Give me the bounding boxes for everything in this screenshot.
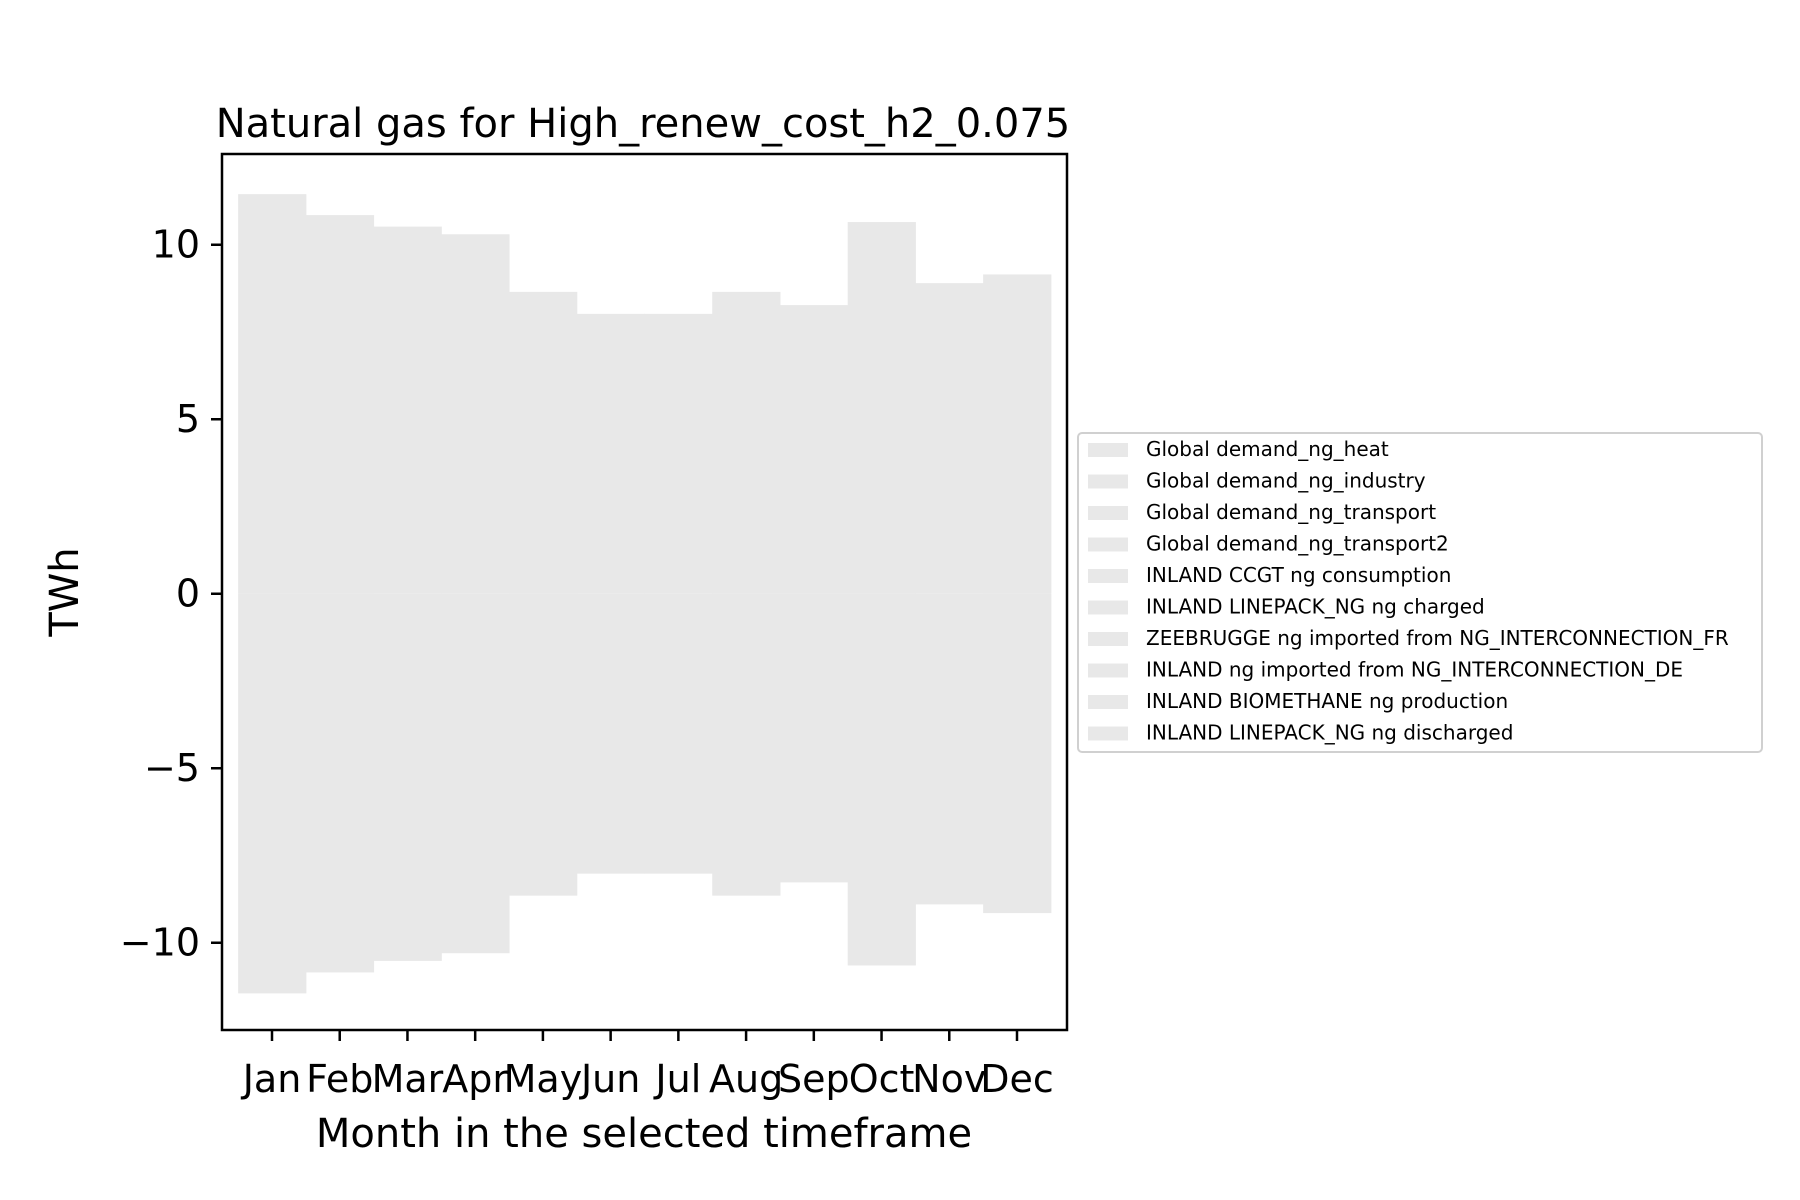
bar-positive-feb	[305, 215, 375, 594]
legend-swatch	[1088, 506, 1128, 520]
bar-negative-jun	[576, 593, 645, 874]
legend-label: Global demand_ng_transport	[1146, 500, 1436, 524]
y-tick-label: 10	[152, 223, 200, 267]
plot-frame	[220, 152, 1069, 1032]
legend-label: INLAND LINEPACK_NG ng charged	[1146, 595, 1485, 619]
bar-negative-jul	[644, 593, 713, 874]
x-tick-label-feb: Feb	[306, 1057, 373, 1101]
legend-label: INLAND LINEPACK_NG ng discharged	[1146, 721, 1513, 745]
legend-swatch	[1088, 632, 1128, 646]
bar-negative-feb	[305, 593, 375, 973]
y-axis-title: TWh	[42, 547, 88, 637]
bar-negative-may	[509, 593, 578, 896]
x-tick-label-jan: Jan	[241, 1057, 302, 1101]
x-tick-label-mar: Mar	[372, 1057, 444, 1101]
bar-positive-jul	[644, 313, 713, 594]
bar-negative-nov	[915, 593, 984, 905]
legend-swatch	[1088, 600, 1128, 615]
legend-frame	[1077, 432, 1763, 753]
legend-label: Global demand_ng_transport2	[1146, 532, 1449, 556]
x-tick-label-jul: Jul	[653, 1057, 701, 1101]
bar-negative-mar	[373, 593, 442, 961]
legend-swatch	[1088, 663, 1128, 678]
y-tick-label: −5	[144, 746, 200, 790]
chart-title: Natural gas for High_renew_cost_h2_0.075	[216, 101, 1071, 147]
bar-positive-jun	[576, 313, 645, 594]
legend-swatch	[1088, 443, 1128, 457]
legend-swatch	[1088, 537, 1128, 552]
x-axis-title: Month in the selected timeframe	[316, 1111, 972, 1157]
x-tick-label-jun: Jun	[579, 1057, 640, 1101]
legend-swatch	[1088, 569, 1128, 583]
bar-positive-aug	[712, 291, 781, 594]
bar-negative-dec	[983, 593, 1052, 914]
bar-negative-oct	[847, 593, 916, 966]
y-axis: 10 5 0 −5 −10	[120, 223, 222, 965]
legend-label: ZEEBRUGGE ng imported from NG_INTERCONNE…	[1146, 626, 1729, 650]
legend-label: Global demand_ng_heat	[1146, 437, 1389, 461]
y-tick-label: 5	[176, 397, 200, 441]
y-tick-label: −10	[120, 921, 200, 965]
bar-positive-may	[509, 291, 578, 594]
y-tick-label: 0	[176, 572, 200, 616]
legend-swatch	[1088, 726, 1128, 741]
x-tick-label-oct: Oct	[849, 1057, 915, 1101]
bar-positive-sep	[779, 305, 849, 594]
bar-positive-mar	[373, 226, 442, 594]
legend-label: INLAND ng imported from NG_INTERCONNECTI…	[1146, 658, 1683, 682]
legend-label: INLAND BIOMETHANE ng production	[1146, 689, 1508, 713]
x-tick-label-aug: Aug	[709, 1057, 783, 1101]
legend-label: INLAND CCGT ng consumption	[1146, 563, 1451, 587]
bar-positive-nov	[915, 283, 984, 594]
x-tick-label-may: May	[504, 1057, 583, 1101]
x-tick-label-dec: Dec	[980, 1057, 1054, 1101]
legend-swatch	[1088, 474, 1128, 489]
legend: Global demand_ng_heat Global demand_ng_in…	[1077, 432, 1763, 753]
bar-positive-apr	[441, 234, 510, 594]
x-tick-label-nov: Nov	[912, 1057, 986, 1101]
bar-positive-oct	[847, 222, 916, 594]
bar-positive-dec	[983, 274, 1052, 594]
x-tick-label-sep: Sep	[778, 1057, 850, 1101]
bar-negative-sep	[779, 593, 849, 883]
bars-layer	[238, 194, 1052, 994]
bar-negative-apr	[441, 593, 510, 954]
bar-positive-jan	[238, 194, 307, 594]
bar-negative-jan	[238, 593, 307, 994]
legend-swatch	[1088, 695, 1128, 709]
bar-negative-aug	[712, 593, 781, 896]
legend-label: Global demand_ng_industry	[1146, 469, 1426, 493]
x-tick-label-apr: Apr	[442, 1057, 508, 1101]
